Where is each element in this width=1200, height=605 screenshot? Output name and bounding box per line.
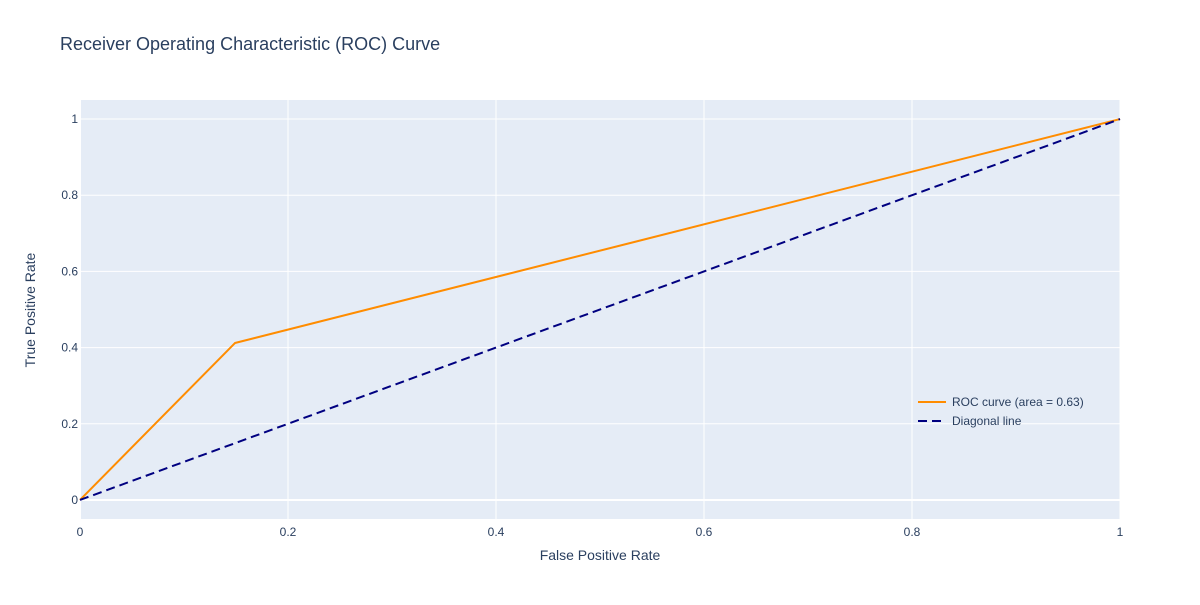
x-axis-title: False Positive Rate: [540, 547, 661, 563]
legend-label: Diagonal line: [952, 414, 1022, 428]
zero-lines: [79, 100, 1120, 519]
y-axis-title: True Positive Rate: [22, 252, 38, 367]
x-tick-label: 0: [77, 525, 84, 539]
x-tick-label: 0.4: [488, 525, 505, 539]
series-lines: [79, 118, 1121, 501]
x-tick-label: 1: [1117, 525, 1124, 539]
roc-curve-line: [79, 118, 1121, 501]
legend-item-roc-curve[interactable]: ROC curve (area = 0.63): [918, 395, 1084, 409]
legend[interactable]: ROC curve (area = 0.63) Diagonal line: [918, 395, 1084, 428]
y-tick-label: 0.4: [61, 341, 78, 355]
y-tick-label: 1: [71, 112, 78, 126]
y-tick-label: 0.8: [61, 188, 78, 202]
x-tick-label: 0.8: [904, 525, 921, 539]
y-tick-label: 0: [71, 493, 78, 507]
tick-labels: 0 0.2 0.4 0.6 0.8 1 0 0.2 0.4 0.6 0.8 1: [61, 112, 1123, 539]
chart-title: Receiver Operating Characteristic (ROC) …: [60, 34, 440, 54]
x-tick-label: 0.6: [696, 525, 713, 539]
legend-label: ROC curve (area = 0.63): [952, 395, 1084, 409]
diagonal-line: [79, 118, 1121, 501]
x-tick-label: 0.2: [280, 525, 297, 539]
grid-lines: [80, 100, 1121, 519]
y-tick-label: 0.6: [61, 264, 78, 278]
legend-item-diagonal-line[interactable]: Diagonal line: [918, 414, 1022, 428]
y-tick-label: 0.2: [61, 417, 78, 431]
